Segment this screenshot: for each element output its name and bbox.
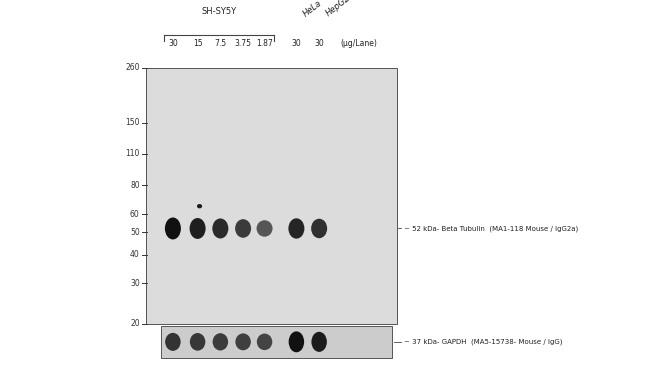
Bar	[146, 68, 396, 324]
Text: HepG2: HepG2	[324, 0, 352, 18]
Ellipse shape	[311, 332, 327, 352]
Text: 30: 30	[315, 38, 324, 48]
Text: 60: 60	[130, 210, 140, 219]
Text: SH-SY5Y: SH-SY5Y	[201, 7, 237, 16]
Text: 30: 30	[168, 38, 178, 48]
Text: (μg/Lane): (μg/Lane)	[340, 38, 377, 48]
Text: HeLa: HeLa	[302, 0, 324, 18]
Text: 30: 30	[130, 279, 140, 288]
Ellipse shape	[235, 333, 251, 350]
Text: 3.75: 3.75	[235, 38, 252, 48]
Text: 50: 50	[130, 228, 140, 237]
Text: 7.5: 7.5	[214, 38, 226, 48]
Text: 30: 30	[292, 38, 302, 48]
Ellipse shape	[190, 333, 205, 351]
Ellipse shape	[235, 219, 251, 238]
Ellipse shape	[213, 219, 228, 239]
Ellipse shape	[190, 218, 205, 239]
Ellipse shape	[257, 220, 272, 237]
Ellipse shape	[165, 333, 181, 351]
Text: 40: 40	[130, 250, 140, 259]
Ellipse shape	[311, 219, 327, 238]
Ellipse shape	[165, 217, 181, 239]
Text: ~ 37 kDa- GAPDH  (MA5-15738- Mouse / IgG): ~ 37 kDa- GAPDH (MA5-15738- Mouse / IgG)	[404, 339, 563, 345]
Ellipse shape	[289, 218, 304, 239]
Text: 1.87: 1.87	[256, 38, 273, 48]
Bar	[161, 326, 392, 358]
Ellipse shape	[289, 331, 304, 352]
Text: 150: 150	[125, 118, 140, 127]
Ellipse shape	[197, 204, 202, 208]
Text: 110: 110	[125, 149, 140, 158]
Ellipse shape	[257, 333, 272, 350]
Text: ~ 52 kDa- Beta Tubulin  (MA1-118 Mouse / IgG2a): ~ 52 kDa- Beta Tubulin (MA1-118 Mouse / …	[404, 225, 578, 232]
Text: 15: 15	[193, 38, 202, 48]
Ellipse shape	[213, 333, 228, 351]
Text: 20: 20	[130, 320, 140, 328]
Text: 80: 80	[130, 181, 140, 190]
Text: 260: 260	[125, 63, 140, 72]
